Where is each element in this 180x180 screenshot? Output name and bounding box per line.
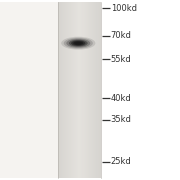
Ellipse shape [71, 40, 86, 46]
Bar [81, 2, 82, 178]
Bar [98, 2, 99, 178]
Ellipse shape [75, 42, 82, 44]
Bar [61, 2, 62, 178]
Ellipse shape [73, 41, 84, 45]
Bar [96, 2, 98, 178]
Bar [100, 2, 101, 178]
Bar [68, 2, 69, 178]
Bar [66, 2, 67, 178]
Bar [73, 2, 74, 178]
Bar [65, 2, 66, 178]
Bar [67, 2, 68, 178]
Bar [78, 2, 79, 178]
Text: 35kd: 35kd [111, 115, 132, 124]
Bar [89, 2, 90, 178]
Bar [85, 2, 86, 178]
Bar [90, 2, 91, 178]
Bar [82, 2, 84, 178]
Bar [59, 2, 60, 178]
Bar [76, 2, 77, 178]
Bar [64, 2, 65, 178]
Bar [93, 2, 94, 178]
Text: 100kd: 100kd [111, 4, 137, 13]
Bar [87, 2, 88, 178]
Text: 40kd: 40kd [111, 94, 131, 103]
Bar [91, 2, 92, 178]
Bar [69, 2, 71, 178]
Bar [99, 2, 100, 178]
Bar [0, 2, 101, 178]
Text: 70kd: 70kd [111, 31, 132, 40]
Bar [88, 2, 89, 178]
Bar [79, 2, 80, 178]
Bar [95, 2, 96, 178]
Bar [62, 2, 63, 178]
Bar [77, 2, 78, 178]
Bar [92, 2, 93, 178]
Bar [94, 2, 95, 178]
Ellipse shape [66, 39, 90, 48]
Ellipse shape [61, 37, 95, 50]
Bar [58, 2, 59, 178]
Bar [75, 2, 76, 178]
Bar [80, 2, 81, 178]
Ellipse shape [64, 38, 93, 49]
Bar [72, 2, 73, 178]
Text: 55kd: 55kd [111, 55, 131, 64]
Bar [86, 2, 87, 178]
Bar [60, 2, 61, 178]
Bar [63, 2, 64, 178]
Bar [74, 2, 75, 178]
Ellipse shape [69, 40, 88, 47]
Bar [84, 2, 85, 178]
Bar [71, 2, 72, 178]
Text: 25kd: 25kd [111, 158, 131, 166]
